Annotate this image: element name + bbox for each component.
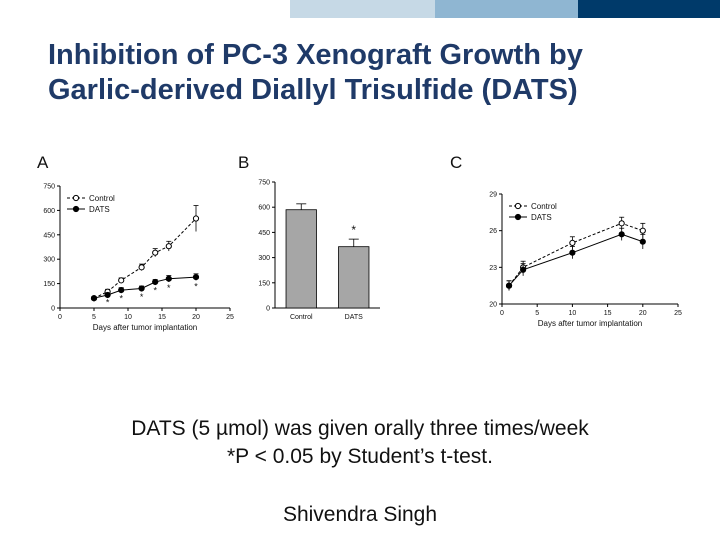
x-tick-label: 10 <box>124 314 132 321</box>
header-bar-segment <box>435 0 578 18</box>
legend-marker <box>514 202 522 210</box>
data-point-dats <box>152 278 159 286</box>
y-tick-label: 0 <box>51 306 55 313</box>
y-tick-label: 750 <box>258 180 270 187</box>
chart-a-tumor-volume: 0 150 300 450 600 750 0 5 10 15 20 25 Days after tum… <box>43 184 234 333</box>
significance-marker: * <box>167 283 171 293</box>
x-tick-label: 0 <box>58 314 62 321</box>
header-bar-segment <box>578 0 720 18</box>
y-tick-label: 300 <box>258 255 270 262</box>
y-tick-label: 23 <box>489 265 497 272</box>
legend-marker <box>72 205 80 213</box>
significance-marker: * <box>194 281 198 291</box>
header-color-bar <box>0 0 720 18</box>
y-tick-label: 150 <box>258 280 270 287</box>
significance-marker: * <box>106 298 110 308</box>
data-point-control <box>138 264 145 271</box>
significance-marker: * <box>153 285 157 295</box>
data-point-control <box>165 243 172 250</box>
caption-statistics: *P < 0.05 by Student’s t-test. <box>227 445 493 468</box>
data-point-control <box>152 249 159 256</box>
x-category-label: DATS <box>345 314 363 321</box>
data-point-dats <box>520 266 527 273</box>
bar-dats <box>338 246 370 309</box>
y-tick-label: 600 <box>258 205 270 212</box>
y-tick-label: 29 <box>489 192 497 199</box>
data-point-dats <box>118 287 125 294</box>
data-point-dats <box>138 285 145 292</box>
panel-label-c: C <box>450 153 463 172</box>
title-line-1: Inhibition of PC-3 Xenograft Growth by <box>48 39 583 71</box>
y-tick-label: 600 <box>43 208 55 215</box>
legend-marker <box>72 194 80 202</box>
y-tick-label: 20 <box>489 302 497 309</box>
legend-label-dats: DATS <box>89 205 110 214</box>
significance-marker: * <box>140 292 144 302</box>
x-tick-label: 5 <box>535 310 539 317</box>
data-point-control <box>569 239 576 246</box>
x-tick-label: 20 <box>639 310 647 317</box>
data-point-control <box>618 220 625 227</box>
y-tick-label: 300 <box>43 257 55 264</box>
slide-title: Inhibition of PC-3 Xenograft Growth by G… <box>48 38 708 108</box>
series-line-control <box>508 222 643 287</box>
header-bar-segment <box>0 0 290 18</box>
y-tick-label: 26 <box>489 228 497 235</box>
x-tick-label: 15 <box>158 314 166 321</box>
y-tick-label: 750 <box>43 184 55 191</box>
y-tick-label: 450 <box>258 230 270 237</box>
x-tick-label: 25 <box>226 314 234 321</box>
data-point-dats <box>90 295 98 302</box>
legend-label-control: Control <box>89 194 115 203</box>
y-tick-label: 0 <box>266 306 270 313</box>
significance-marker: * <box>351 223 356 237</box>
legend-label-dats: DATS <box>531 213 552 222</box>
x-tick-label: 10 <box>569 310 577 317</box>
data-point-dats <box>165 275 172 282</box>
x-axis-label: Days after tumor implantation <box>538 319 643 328</box>
x-tick-label: 0 <box>500 310 504 317</box>
data-point-dats <box>639 238 646 245</box>
x-category-label: Control <box>290 314 313 321</box>
chart-b-tumor-weight: 0 150 300 450 600 750 Control DATS * <box>258 180 380 321</box>
data-point-dats <box>192 273 200 281</box>
data-point-dats <box>618 231 625 238</box>
chart-c-body-weight: 20 23 26 29 0 5 10 15 20 25 Days after tumor impla… <box>489 192 682 329</box>
panel-label-b: B <box>238 153 250 172</box>
x-tick-label: 15 <box>604 310 612 317</box>
y-tick-label: 450 <box>43 232 55 239</box>
legend-label-control: Control <box>531 202 557 211</box>
data-point-dats <box>505 282 513 289</box>
data-point-control <box>192 215 200 222</box>
significance-marker: * <box>119 294 123 304</box>
legend-marker <box>514 213 522 221</box>
data-point-dats <box>569 249 576 256</box>
header-bar-segment <box>290 0 435 18</box>
caption-dosing: DATS (5 µmol) was given orally three tim… <box>131 417 589 440</box>
x-tick-label: 25 <box>674 310 682 317</box>
data-point-dats <box>104 291 111 299</box>
y-tick-label: 150 <box>43 281 55 288</box>
title-line-2: Garlic-derived Diallyl Trisulfide (DATS) <box>48 74 578 106</box>
data-point-control <box>118 277 125 284</box>
x-tick-label: 5 <box>92 314 96 321</box>
panel-label-a: A <box>37 153 49 172</box>
bar-control <box>285 209 317 309</box>
data-point-control <box>639 227 646 234</box>
x-axis-label: Days after tumor implantation <box>93 323 198 332</box>
series-line-control <box>93 218 197 299</box>
x-tick-label: 20 <box>192 314 200 321</box>
caption-author: Shivendra Singh <box>282 503 438 526</box>
